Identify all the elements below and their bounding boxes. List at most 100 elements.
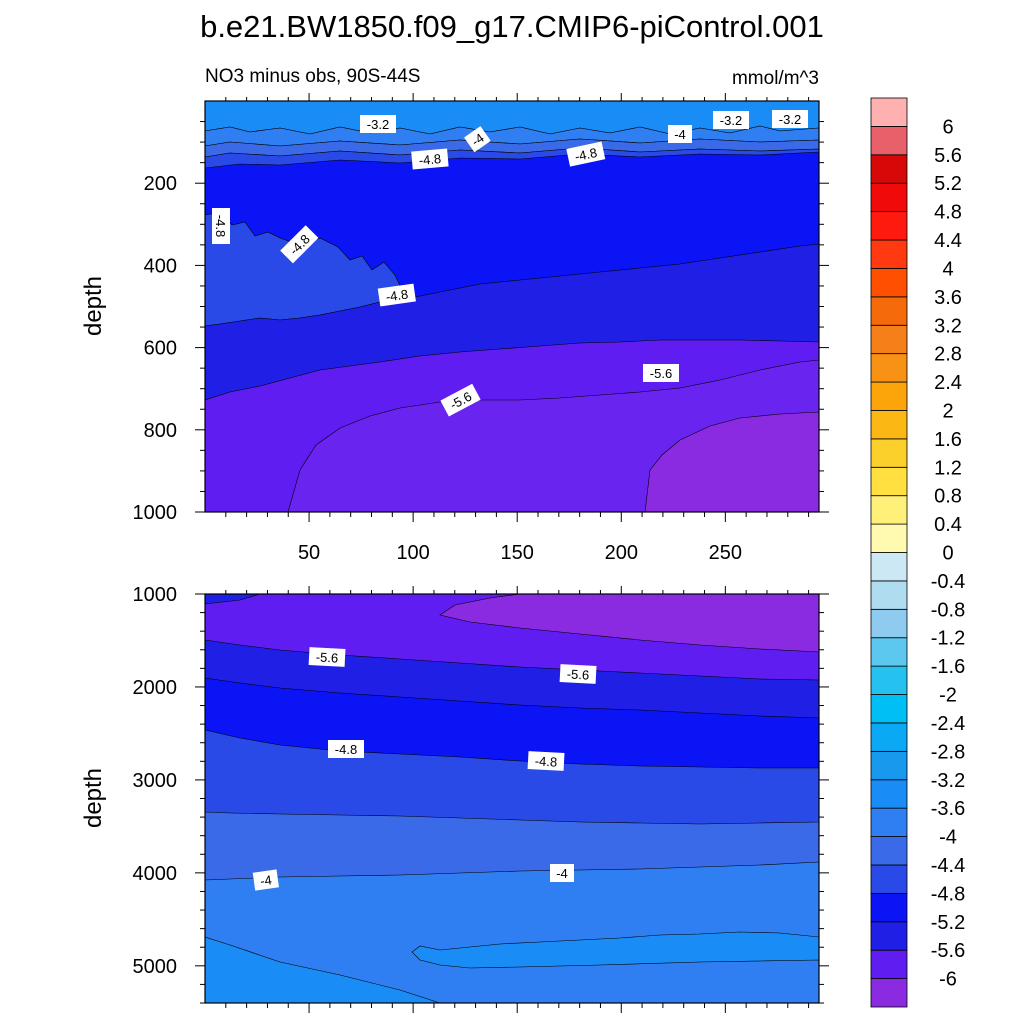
colorbar-label: -5.2 — [931, 912, 965, 934]
contour-label: -3.2 — [720, 113, 742, 128]
colorbar-swatch — [870, 949, 908, 979]
colorbar-swatch — [870, 296, 908, 326]
colorbar-label: 0 — [942, 543, 953, 565]
colorbar-label: 5.2 — [934, 173, 962, 195]
colorbar-swatch — [870, 807, 908, 837]
colorbar-label: 3.2 — [934, 315, 962, 337]
y-tick-label: 800 — [144, 420, 177, 442]
colorbar-swatch — [870, 381, 908, 411]
colorbar-swatch — [870, 523, 908, 553]
band-fill-surface-4 — [205, 147, 819, 169]
colorbar-swatch — [870, 154, 908, 184]
colorbar-swatch — [870, 182, 908, 213]
upper-subtitle: NO3 minus obs, 90S-44S — [205, 66, 420, 87]
contour-label: -4.8 — [573, 145, 598, 164]
colorbar-swatch — [870, 580, 908, 610]
colorbar-label: 4.8 — [934, 202, 962, 224]
y-tick-label: 1000 — [133, 584, 178, 606]
colorbar-label: 2 — [942, 400, 953, 422]
contour-label: -4.8 — [534, 753, 557, 769]
colorbar-swatch — [870, 126, 908, 156]
upper-panel: NO3 minus obs, 90S-44S mmol/m^3 -3.2 -4 — [80, 66, 829, 564]
lower-contour-field — [205, 594, 819, 1003]
band-fill-deepest — [644, 411, 819, 512]
x-tick-label: 150 — [501, 542, 534, 564]
colorbar-swatch — [870, 211, 908, 241]
colorbar-label: -4.8 — [931, 883, 965, 905]
lower-panel: -5.6 -5.6 -4.8 -4.8 -4 -4 depth 1000 2000… — [80, 584, 829, 1013]
colorbar-swatch — [870, 268, 908, 298]
colorbar-label: 0.8 — [934, 486, 962, 508]
colorbar-label: -4 — [939, 827, 957, 849]
colorbar-swatch — [870, 637, 908, 667]
upper-ylabel: depth — [80, 276, 107, 336]
contour-label: -5.6 — [315, 649, 338, 665]
y-tick-label: 3000 — [133, 770, 178, 792]
contour-label: -4 — [674, 127, 686, 142]
colorbar-label: -0.8 — [931, 599, 965, 621]
colorbar-swatch — [870, 552, 908, 582]
colorbar-label: 1.6 — [934, 429, 962, 451]
colorbar-label: 5.6 — [934, 145, 962, 167]
colorbar-label: -2.4 — [931, 713, 965, 735]
colorbar-label: 1.2 — [934, 457, 962, 479]
y-tick-label: 400 — [144, 255, 177, 277]
lower-ylabel: depth — [80, 768, 107, 828]
colorbar-label: -3.6 — [931, 798, 965, 820]
colorbar-swatch — [870, 978, 908, 1008]
colorbar-swatch — [870, 239, 908, 269]
colorbar-swatch — [870, 353, 908, 383]
y-tick-label: 200 — [144, 173, 177, 195]
colorbar-label: 4.4 — [934, 230, 962, 252]
colorbar-label: 2.8 — [934, 344, 962, 366]
colorbar-swatch — [870, 921, 908, 951]
upper-contour-field — [205, 101, 819, 512]
colorbar-label: -2.8 — [931, 741, 965, 763]
colorbar: -6 -5.6 -5.2 -4.8 -4.4 -4 -3.6 -3.2 -2.8 -2.4 -2 -1… — [870, 97, 965, 1008]
lower-x-axis — [225, 586, 810, 1013]
contour-label: -3.2 — [367, 117, 389, 132]
colorbar-swatch — [870, 438, 908, 468]
contour-label: -4 — [259, 872, 273, 888]
units-label: mmol/m^3 — [732, 68, 819, 89]
contour-label: -4.8 — [385, 287, 409, 305]
colorbar-label: -1.2 — [931, 628, 965, 650]
contour-label: -4.8 — [418, 151, 442, 168]
y-tick-label: 1000 — [133, 502, 178, 524]
colorbar-swatch — [870, 324, 908, 355]
y-tick-label: 2000 — [133, 677, 178, 699]
band-fill-l8 — [205, 594, 261, 605]
colorbar-label: 3.6 — [934, 287, 962, 309]
colorbar-label: -2 — [939, 685, 957, 707]
colorbar-label: -4.4 — [931, 855, 965, 877]
colorbar-label: 2.4 — [934, 372, 962, 394]
colorbar-swatch — [870, 722, 908, 752]
colorbar-swatch — [870, 410, 908, 440]
colorbar-swatch — [870, 779, 908, 809]
colorbar-label: 6 — [942, 116, 953, 138]
colorbar-swatch — [870, 665, 908, 695]
x-tick-label: 100 — [396, 542, 429, 564]
contour-label: -5.6 — [566, 666, 589, 682]
y-tick-label: 600 — [144, 338, 177, 360]
lower-contour-labels: -5.6 -5.6 -4.8 -4.8 -4 -4 — [252, 647, 597, 891]
colorbar-swatch — [870, 694, 908, 724]
colorbar-swatch — [870, 608, 908, 639]
contour-label: -3.2 — [779, 112, 801, 127]
chart-title: b.e21.BW1850.f09_g17.CMIP6-piControl.001 — [200, 9, 824, 44]
colorbar-label: -3.2 — [931, 770, 965, 792]
contour-label: -5.6 — [650, 366, 672, 381]
colorbar-label: -6 — [939, 969, 957, 991]
colorbar-label: -5.6 — [931, 940, 965, 962]
y-tick-label: 5000 — [133, 956, 178, 978]
upper-x-axis: 50 100 150 200 250 — [225, 93, 810, 564]
colorbar-label: -0.4 — [931, 571, 965, 593]
colorbar-swatch — [870, 836, 908, 866]
band-fill-l7 — [439, 594, 819, 653]
colorbar-swatch — [870, 864, 908, 894]
x-tick-label: 250 — [709, 542, 742, 564]
colorbar-label: -1.6 — [931, 656, 965, 678]
upper-y-axis: 200 400 600 800 1000 — [133, 121, 829, 524]
colorbar-swatch — [870, 750, 908, 781]
